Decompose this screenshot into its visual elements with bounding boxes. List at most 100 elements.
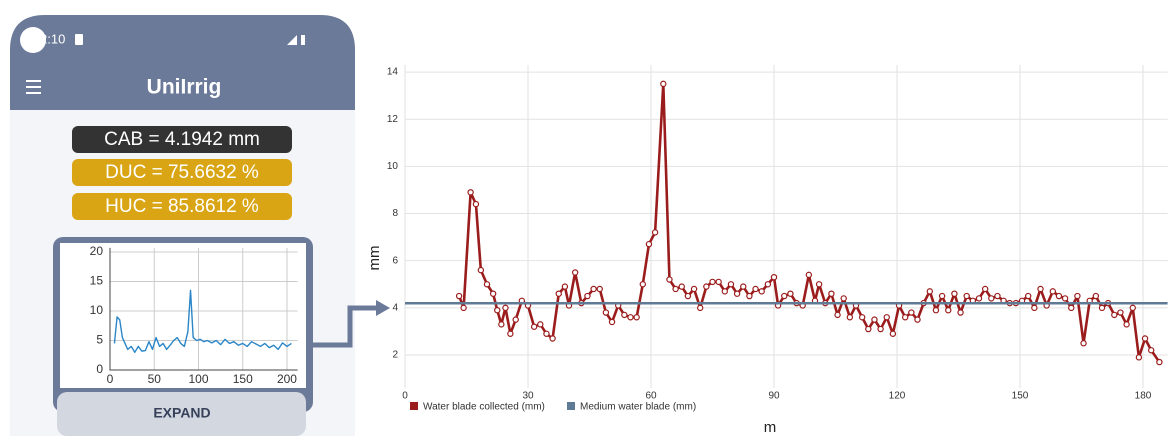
data-point <box>562 284 567 289</box>
y-axis-label: mm <box>366 246 383 271</box>
x-tick-label: 180 <box>1135 391 1152 402</box>
x-tick-label: 0 <box>107 372 114 386</box>
screen: 2:10 UniIrrig CAB = 4.1942 mm DUC = 75.6… <box>0 0 1170 436</box>
data-point <box>872 317 877 322</box>
data-point <box>640 282 645 287</box>
data-point <box>927 289 932 294</box>
data-point <box>983 286 988 291</box>
data-point <box>538 322 543 327</box>
y-tick-label: 5 <box>96 333 103 347</box>
x-tick-label: 150 <box>233 372 253 386</box>
data-point <box>829 291 834 296</box>
x-axis-label: m <box>764 419 777 436</box>
x-tick-label: 0 <box>402 391 408 402</box>
data-point <box>646 242 651 247</box>
x-tick-label: 150 <box>1012 391 1029 402</box>
data-point <box>933 308 938 313</box>
x-tick-label: 60 <box>645 391 657 402</box>
data-point <box>741 284 746 289</box>
data-point <box>544 331 549 336</box>
data-point <box>940 293 945 298</box>
data-point <box>628 315 633 320</box>
data-point <box>685 293 690 298</box>
data-point <box>753 286 758 291</box>
data-point <box>1149 348 1154 353</box>
arrow-head <box>376 300 390 316</box>
data-point <box>765 282 770 287</box>
y-tick-label: 10 <box>387 161 399 172</box>
data-point <box>806 272 811 277</box>
legend-swatch <box>410 402 418 410</box>
data-point <box>989 296 994 301</box>
data-point <box>1093 293 1098 298</box>
data-point <box>903 315 908 320</box>
data-point <box>958 310 963 315</box>
data-point <box>1075 293 1080 298</box>
y-tick-label: 20 <box>90 244 104 258</box>
data-point <box>457 293 462 298</box>
legend-swatch <box>567 402 575 410</box>
y-tick-label: 10 <box>90 303 104 317</box>
data-point <box>499 322 504 327</box>
data-point <box>473 202 478 207</box>
data-point <box>1056 293 1061 298</box>
data-point <box>909 310 914 315</box>
y-tick-label: 2 <box>392 350 398 361</box>
data-point <box>1038 286 1043 291</box>
data-point <box>491 291 496 296</box>
data-point <box>915 317 920 322</box>
data-point <box>461 305 466 310</box>
data-point <box>964 293 969 298</box>
data-point <box>860 315 865 320</box>
data-point <box>976 296 981 301</box>
legend-label: Medium water blade (mm) <box>580 402 696 413</box>
data-point <box>884 315 889 320</box>
data-point <box>952 291 957 296</box>
y-tick-label: 14 <box>387 67 399 78</box>
data-point <box>890 331 895 336</box>
data-point <box>835 312 840 317</box>
data-point <box>866 326 871 331</box>
data-point <box>478 268 483 273</box>
data-point <box>995 293 1000 298</box>
data-point <box>817 282 822 287</box>
data-point <box>710 279 715 284</box>
y-tick-label: 8 <box>392 208 398 219</box>
data-point <box>704 284 709 289</box>
data-point <box>661 81 666 86</box>
data-point <box>673 286 678 291</box>
data-point <box>1026 293 1031 298</box>
x-tick-label: 100 <box>188 372 208 386</box>
data-point <box>1136 355 1141 360</box>
app-title: UniIrrig <box>147 76 222 99</box>
data-point <box>550 336 555 341</box>
data-point <box>782 293 787 298</box>
y-tick-label: 6 <box>392 255 398 266</box>
data-point <box>716 279 721 284</box>
data-point <box>653 230 658 235</box>
metric-text: CAB = 4.1942 mm <box>104 129 260 150</box>
data-point <box>698 305 703 310</box>
data-point <box>1112 312 1117 317</box>
data-point <box>609 319 614 324</box>
expand-label[interactable]: EXPAND <box>153 405 210 421</box>
y-tick-label: 15 <box>90 274 104 288</box>
data-point <box>503 305 508 310</box>
data-point <box>747 293 752 298</box>
x-tick-label: 120 <box>889 391 906 402</box>
data-point <box>722 289 727 294</box>
data-point <box>484 282 489 287</box>
series-line <box>459 84 1159 362</box>
y-tick-label: 0 <box>96 362 103 376</box>
data-point <box>841 296 846 301</box>
metric-text: HUC = 85.8612 % <box>105 196 259 217</box>
y-tick-label: 12 <box>387 114 399 125</box>
data-point <box>847 315 852 320</box>
data-point <box>532 324 537 329</box>
x-tick-label: 30 <box>522 391 534 402</box>
data-point <box>878 326 883 331</box>
data-point <box>597 286 602 291</box>
data-point <box>1099 305 1104 310</box>
data-point <box>1063 296 1068 301</box>
x-tick-label: 200 <box>277 372 297 386</box>
